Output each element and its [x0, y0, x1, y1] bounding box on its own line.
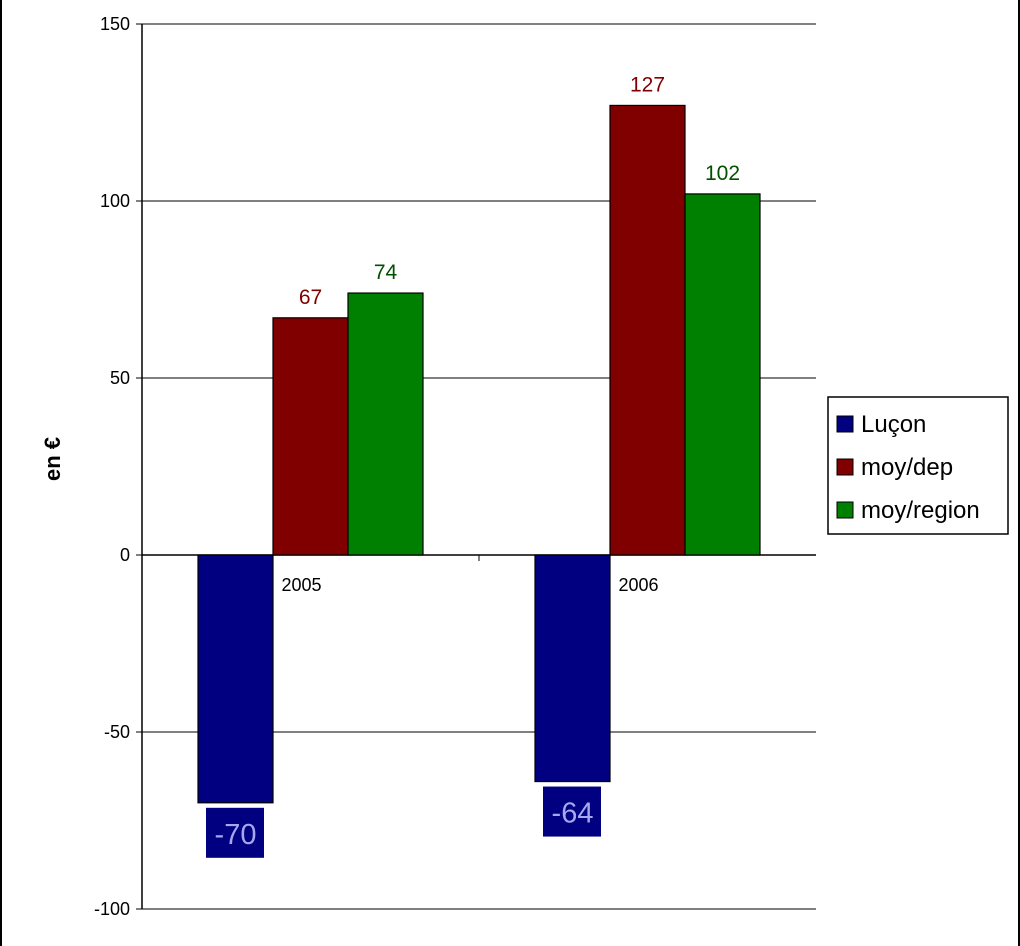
data-label: 102: [705, 162, 740, 185]
y-tick-label: 0: [120, 545, 130, 565]
bar: [534, 554, 611, 783]
legend-box: [827, 396, 1009, 535]
x-tick-label: 2005: [281, 575, 321, 595]
y-tick-label: -50: [104, 722, 130, 742]
data-labels: -70 67 74 -64 127 102: [206, 73, 740, 858]
data-label: 74: [374, 261, 398, 284]
data-label-box: [206, 807, 264, 858]
legend-swatch: [836, 501, 854, 519]
y-tick-label: -100: [94, 899, 130, 919]
x-tick-label: 2006: [618, 575, 658, 595]
legend-label: moy/dep: [861, 454, 953, 481]
data-label: -64: [552, 798, 594, 830]
bars: [197, 104, 761, 804]
data-label-box: [543, 786, 601, 837]
legend-swatch: [836, 458, 854, 476]
legend-swatch: [836, 415, 854, 433]
legend: Luçon moy/dep moy/region: [827, 396, 1009, 535]
bar: [272, 317, 349, 556]
bar: [347, 292, 424, 556]
data-label: 127: [630, 73, 665, 96]
bar: [197, 554, 274, 804]
legend-label: Luçon: [861, 411, 926, 438]
data-label: 67: [299, 286, 322, 309]
data-label: -70: [215, 819, 257, 851]
y-tick-label: 150: [100, 14, 130, 34]
bar: [684, 193, 761, 556]
y-tick-label: 100: [100, 191, 130, 211]
legend-label: moy/region: [861, 497, 980, 524]
y-axis-label: en €: [40, 437, 65, 481]
y-tick-label: 50: [110, 368, 130, 388]
bar: [609, 104, 686, 556]
